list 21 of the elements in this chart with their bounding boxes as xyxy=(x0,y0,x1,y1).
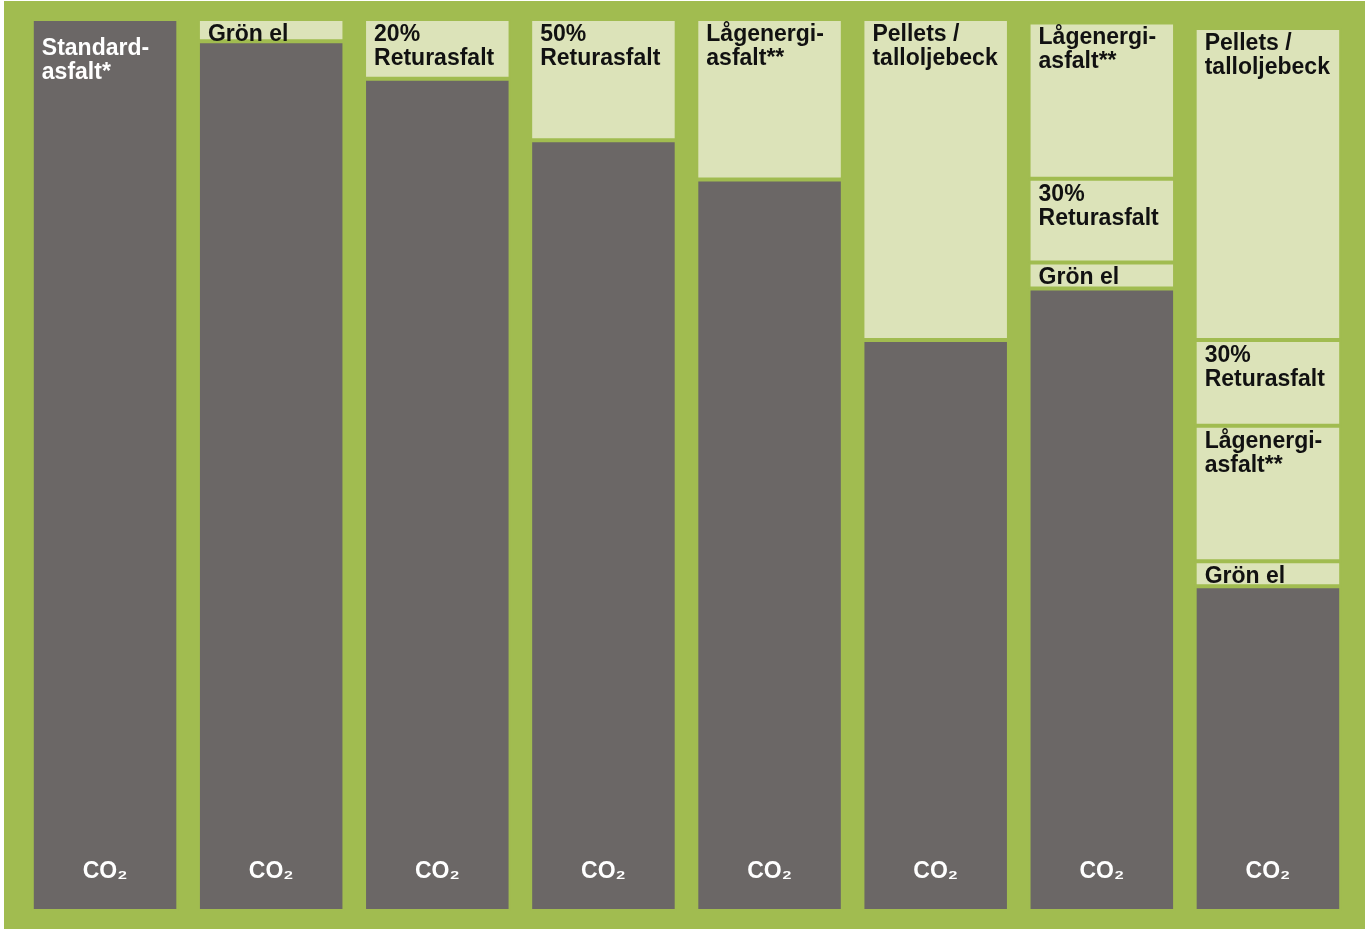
text: Grön el xyxy=(1204,562,1286,589)
text: Grön el xyxy=(207,19,289,46)
series-label: Pellets / talloljebeck xyxy=(872,19,998,70)
text: CO₂ xyxy=(1245,856,1291,883)
text: CO₂ xyxy=(414,856,460,883)
series-label: 20% Returasfalt xyxy=(374,19,495,70)
text: Pellets / talloljebeck xyxy=(1204,28,1330,79)
annotation: Standard- asfalt* xyxy=(41,33,150,84)
text: Lågenergi- asfalt** xyxy=(706,19,824,70)
series-label: Grön el xyxy=(1038,263,1120,290)
series-label: Lågenergi- asfalt** xyxy=(1038,23,1157,74)
text: CO₂ xyxy=(913,856,959,883)
text: CO₂ xyxy=(747,856,792,883)
series-label: 50% Returasfalt xyxy=(540,19,661,70)
text: CO₂ xyxy=(581,856,626,883)
series-label: Lågenergi- asfalt** xyxy=(1204,426,1323,477)
series-label: CO₂ xyxy=(82,856,128,883)
text: CO₂ xyxy=(1079,856,1125,883)
text: 30% Returasfalt xyxy=(1204,340,1325,391)
series-label: 30% Returasfalt xyxy=(1038,179,1160,230)
text: CO₂ xyxy=(248,856,294,883)
